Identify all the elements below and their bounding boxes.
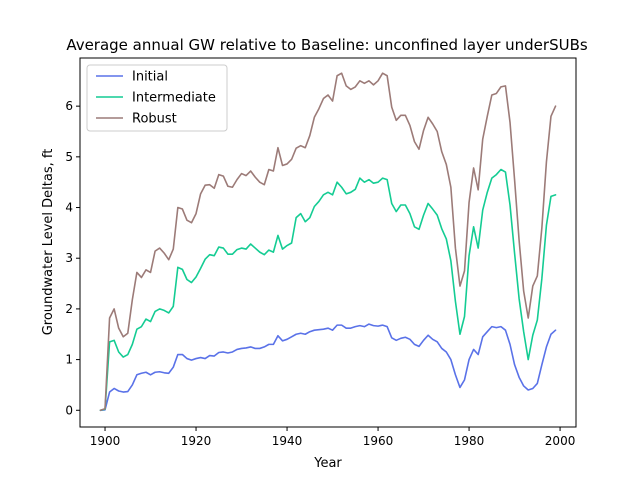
axes-frame	[79, 57, 577, 428]
y-axis-ticks: 0 1 2 3 4 5 6	[65, 99, 80, 417]
x-tick-label: 1920	[181, 434, 212, 448]
y-tick-label: 4	[65, 201, 73, 215]
series-line-robust	[99, 72, 557, 412]
y-tick-label: 3	[65, 251, 73, 265]
y-tick-label: 5	[65, 150, 73, 164]
y-axis-label: Groundwater Level Deltas, ft	[41, 149, 56, 336]
series-line-intermediate	[99, 168, 557, 412]
x-tick-label: 1940	[272, 434, 303, 448]
x-tick-label: 1960	[363, 434, 394, 448]
x-axis-ticks: 1900 1920 1940 1960 1980 2000	[90, 427, 576, 448]
y-tick-label: 2	[65, 302, 73, 316]
y-tick-label: 0	[65, 403, 73, 417]
x-axis-label: Year	[313, 456, 342, 471]
x-tick-label: 1980	[454, 434, 485, 448]
legend-label-initial: Initial	[132, 70, 168, 85]
legend-label-intermediate: Intermediate	[132, 91, 216, 106]
y-tick-label: 1	[65, 353, 73, 367]
legend: Initial Intermediate Robust	[86, 64, 228, 132]
x-tick-label: 1900	[90, 434, 121, 448]
chart-title: Average annual GW relative to Baseline: …	[66, 36, 588, 54]
legend-label-robust: Robust	[132, 112, 177, 127]
x-tick-label: 2000	[545, 434, 576, 448]
legend-box	[86, 64, 228, 132]
series-layer	[99, 72, 557, 412]
series-line-initial	[99, 323, 557, 412]
y-tick-label: 6	[65, 99, 73, 113]
